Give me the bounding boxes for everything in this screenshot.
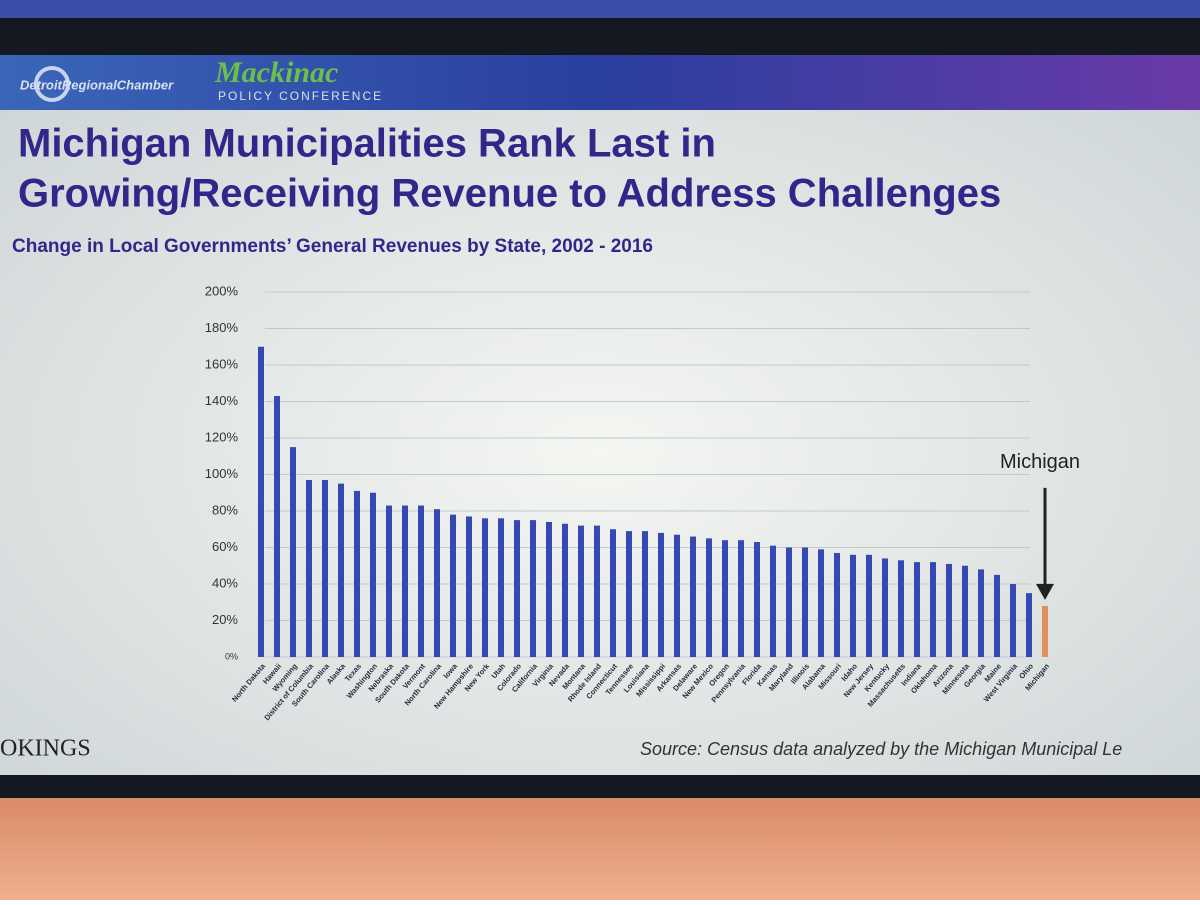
bar: [930, 562, 936, 657]
bar: [370, 492, 376, 657]
bar: [706, 538, 712, 657]
y-tick-label: 120%: [205, 429, 239, 444]
curtain: [0, 798, 1200, 900]
bar: [386, 505, 392, 657]
bar: [306, 479, 312, 657]
bar: [690, 536, 696, 657]
subtitle: Change in Local Governments’ General Rev…: [12, 236, 653, 257]
annotation-arrowhead: [1036, 583, 1054, 600]
bar: [434, 509, 440, 657]
bar: [626, 531, 632, 657]
bar: [578, 525, 584, 657]
title-line: Michigan Municipalities Rank Last in: [18, 122, 716, 166]
bar: [834, 552, 840, 657]
footer-logo: OKINGS: [0, 736, 91, 762]
y-tick-label: 80%: [212, 502, 238, 517]
y-tick-label: 40%: [212, 575, 238, 590]
bar: [610, 529, 616, 657]
bar: [530, 520, 536, 657]
bar: [354, 490, 360, 657]
bar: [754, 542, 760, 657]
y-tick-label: 100%: [205, 466, 239, 481]
bar: [898, 560, 904, 657]
organization: DetroitRegionalChamber: [20, 77, 174, 92]
conference: Mackinac: [214, 56, 338, 89]
bar: [338, 483, 344, 657]
bar: [594, 525, 600, 657]
bar: [546, 521, 552, 657]
bar: [642, 531, 648, 657]
bar: [1042, 605, 1048, 657]
bar: [482, 518, 488, 657]
y-tick-label: 200%: [205, 283, 239, 298]
y-tick-label: 20%: [212, 612, 238, 627]
bar: [994, 574, 1000, 657]
bar: [770, 545, 776, 657]
bar: [498, 518, 504, 657]
bar: [290, 447, 296, 657]
top-screen: [0, 0, 1200, 18]
bar: [978, 569, 984, 657]
bar: [1026, 593, 1032, 657]
bar: [466, 516, 472, 657]
bar: [450, 514, 456, 657]
bar: [658, 532, 664, 657]
bar: [322, 479, 328, 657]
bar: [850, 554, 856, 657]
bar: [514, 520, 520, 657]
bar: [738, 540, 744, 657]
chamber-logo: [34, 66, 70, 102]
y-tick-label: 0%: [225, 651, 238, 661]
bar: [274, 396, 280, 657]
bar: [674, 534, 680, 657]
bar: [722, 540, 728, 657]
bar: [962, 565, 968, 657]
y-tick-label: 160%: [205, 356, 239, 371]
bar: [258, 346, 264, 657]
header-band: [0, 55, 1200, 110]
bar: [946, 563, 952, 657]
title-line: Growing/Receiving Revenue to Address Cha…: [18, 172, 1001, 216]
bar: [818, 549, 824, 657]
bar: [786, 547, 792, 657]
y-tick-label: 180%: [205, 320, 239, 335]
bar: [914, 562, 920, 657]
y-tick-label: 140%: [205, 393, 239, 408]
bar: [402, 505, 408, 657]
bar: [882, 558, 888, 657]
annotation: Michigan: [1000, 451, 1080, 473]
source: Source: Census data analyzed by the Mich…: [640, 739, 1122, 759]
y-tick-label: 60%: [212, 539, 238, 554]
bar: [562, 523, 568, 657]
conference-subtitle: POLICY CONFERENCE: [218, 89, 383, 103]
bar: [418, 505, 424, 657]
bar: [866, 554, 872, 657]
bar: [802, 547, 808, 657]
bar: [1010, 584, 1016, 657]
